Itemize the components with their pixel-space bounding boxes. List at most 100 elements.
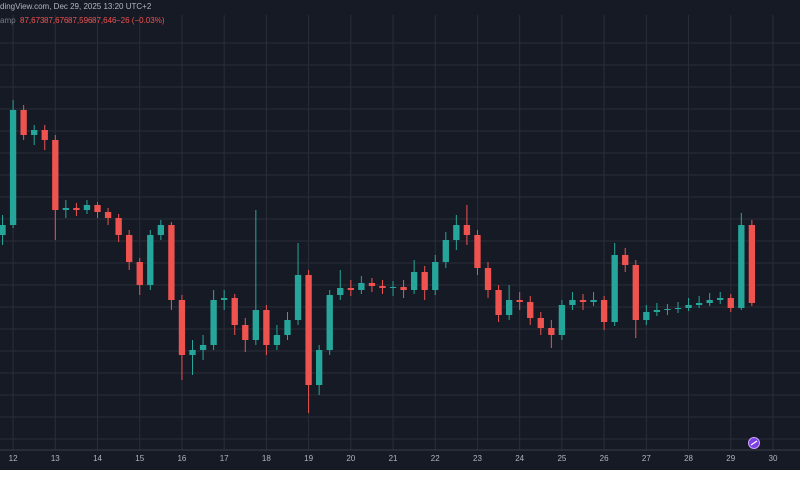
candle-body bbox=[83, 205, 91, 210]
ohlc-close: 87,646 bbox=[92, 16, 117, 25]
candle-body bbox=[442, 240, 449, 262]
x-tick-label: 17 bbox=[220, 454, 229, 463]
x-tick-label: 26 bbox=[600, 454, 609, 463]
symbol: amp bbox=[0, 16, 16, 25]
candle-body bbox=[706, 300, 713, 303]
candle-body bbox=[727, 298, 734, 308]
candle-body bbox=[748, 225, 756, 303]
candle-body bbox=[484, 268, 492, 290]
candle-body bbox=[453, 225, 460, 240]
candle-body bbox=[421, 272, 428, 290]
candle-body bbox=[410, 272, 418, 290]
x-tick-label: 24 bbox=[515, 454, 524, 463]
x-tick-label: 29 bbox=[726, 454, 735, 463]
candle-body bbox=[537, 318, 544, 328]
candle-body bbox=[611, 255, 618, 322]
candle-body bbox=[622, 255, 629, 265]
candle-body bbox=[20, 110, 27, 135]
candle-body bbox=[368, 283, 376, 286]
candle-body bbox=[273, 335, 281, 345]
candle-body bbox=[738, 225, 745, 308]
candle-body bbox=[221, 298, 228, 300]
x-tick-label: 23 bbox=[473, 454, 482, 463]
candle-body bbox=[590, 300, 597, 302]
candle-body bbox=[569, 300, 576, 305]
candle-body bbox=[104, 212, 112, 218]
candle-body bbox=[505, 300, 513, 315]
candle-body bbox=[389, 287, 397, 288]
x-tick-label: 30 bbox=[769, 454, 778, 463]
candle-body bbox=[358, 283, 365, 290]
candle-body bbox=[695, 303, 703, 305]
candle-body bbox=[62, 208, 70, 210]
candle-body bbox=[579, 300, 587, 302]
candle-body bbox=[685, 305, 692, 308]
candle-body bbox=[147, 235, 154, 285]
candle-body bbox=[326, 295, 333, 350]
candle-body bbox=[178, 300, 186, 355]
x-tick-label: 22 bbox=[431, 454, 440, 463]
candle-body bbox=[284, 320, 291, 335]
candle-body bbox=[126, 235, 133, 262]
x-tick-label: 28 bbox=[684, 454, 693, 463]
candle-body bbox=[73, 208, 80, 210]
candle-body bbox=[463, 225, 471, 235]
ohlc-change: −26 (−0.03%) bbox=[116, 16, 165, 25]
x-tick-label: 19 bbox=[304, 454, 313, 463]
candle-body bbox=[664, 309, 671, 310]
candle-body bbox=[558, 305, 566, 335]
candle-body bbox=[717, 298, 724, 300]
candle-body bbox=[379, 286, 386, 288]
x-tick-label: 25 bbox=[557, 454, 566, 463]
candle-body bbox=[242, 325, 249, 340]
candle-body bbox=[115, 218, 122, 235]
candle-body bbox=[199, 345, 207, 350]
source-text: dingView.com, Dec 29, 2025 13:20 UTC+2 bbox=[0, 2, 152, 11]
ohlc-high: 87,676 bbox=[44, 16, 69, 25]
candle-body bbox=[252, 310, 259, 340]
candle-body bbox=[643, 312, 650, 320]
x-tick-label: 21 bbox=[389, 454, 398, 463]
chart-background bbox=[0, 0, 800, 470]
icon[interactable] bbox=[748, 437, 760, 449]
candle-body bbox=[653, 310, 661, 312]
candle-body bbox=[305, 275, 312, 385]
candle-body bbox=[231, 298, 238, 325]
ohlc-open: 87,673 bbox=[20, 16, 45, 25]
candle-body bbox=[516, 300, 523, 302]
candle-body bbox=[94, 205, 101, 212]
candle-body bbox=[9, 110, 17, 225]
x-tick-label: 27 bbox=[642, 454, 651, 463]
candle-body bbox=[548, 328, 555, 335]
candle-body bbox=[674, 308, 682, 309]
x-tick-label: 12 bbox=[9, 454, 18, 463]
candle-body bbox=[347, 288, 354, 290]
x-tick-label: 18 bbox=[262, 454, 271, 463]
grid bbox=[0, 15, 800, 450]
candle-body bbox=[600, 300, 608, 322]
ohlc-low: 87,596 bbox=[68, 16, 93, 25]
candle-body bbox=[210, 300, 217, 345]
candle-body bbox=[315, 350, 323, 385]
candle-body bbox=[263, 310, 270, 345]
x-tick-label: 15 bbox=[135, 454, 144, 463]
candle-body bbox=[168, 225, 175, 300]
candle-body bbox=[189, 350, 196, 355]
candle-body bbox=[136, 262, 143, 285]
candle-body bbox=[432, 262, 439, 290]
candle-body bbox=[31, 130, 38, 135]
candle-body bbox=[632, 265, 639, 320]
x-tick-label: 20 bbox=[346, 454, 355, 463]
x-tick-label: 13 bbox=[51, 454, 60, 463]
candle-body bbox=[495, 290, 502, 315]
candle-body bbox=[400, 287, 407, 290]
candle-body bbox=[0, 225, 6, 235]
candle-body bbox=[41, 130, 48, 140]
x-tick-label: 14 bbox=[93, 454, 102, 463]
candle-body bbox=[294, 275, 302, 320]
candle-body bbox=[52, 140, 59, 210]
candle-body bbox=[157, 225, 165, 235]
candle-body bbox=[337, 288, 344, 295]
